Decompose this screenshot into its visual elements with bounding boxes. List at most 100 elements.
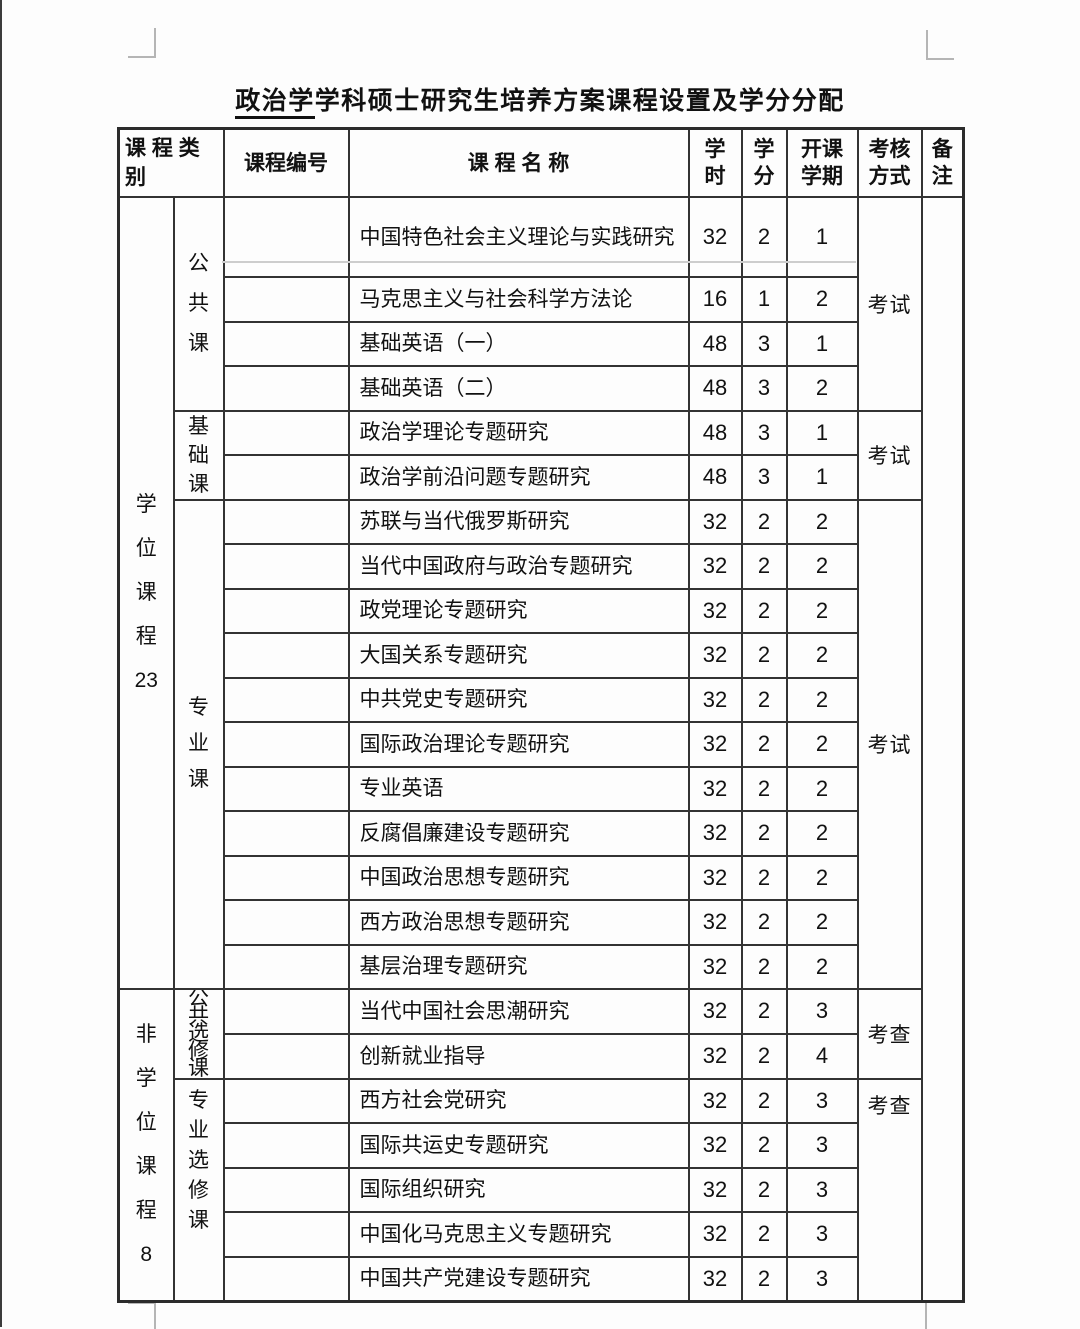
course-name-cell: 专业英语 (347, 765, 690, 812)
course-number-cell (222, 1255, 350, 1302)
vertical-text-line: 础 (188, 443, 209, 467)
course-name-cell: 中国政治思想专题研究 (347, 854, 690, 901)
table-row: 基础英语（一） 48 3 1 (119, 320, 964, 367)
header-course-number: 课程编号 (222, 127, 350, 198)
course-number-cell (222, 1211, 350, 1258)
assessment-cell: 考试 (856, 196, 923, 412)
hours-cell: 32 (687, 1211, 743, 1258)
semester-cell: 2 (785, 632, 859, 679)
semester-cell: 4 (785, 1032, 859, 1080)
hours-cell: 48 (687, 409, 743, 456)
header-remarks: 备注 (920, 127, 965, 198)
vertical-text-line: 课 (188, 331, 209, 355)
credits-cell: 2 (740, 810, 788, 857)
semester-cell: 2 (785, 943, 859, 990)
hours-cell: 32 (687, 899, 743, 946)
hours-cell: 32 (687, 721, 743, 768)
table-row: 基础课 政治学理论专题研究 48 3 1 考试 (119, 409, 964, 501)
credits-cell: 2 (740, 1211, 788, 1258)
table-row: 基础英语（二） 48 3 2 (119, 365, 964, 412)
semester-cell: 1 (785, 454, 859, 501)
credits-cell: 3 (740, 454, 788, 501)
course-table: 课 程 类 别 课程编号 课 程 名 称 学时 学分 开课学期 考核方式 备注 … (117, 127, 966, 1303)
semester-cell: 3 (785, 1211, 859, 1258)
credits-cell: 2 (740, 498, 788, 545)
vertical-text-line: 共 (188, 1004, 209, 1028)
vertical-text-line: 课 (188, 1057, 209, 1079)
table-row: 国际政治理论专题研究 32 2 2 (119, 721, 964, 768)
credits-cell: 3 (740, 320, 788, 367)
credits-cell: 2 (740, 1032, 788, 1080)
credits-cell: 2 (740, 1122, 788, 1169)
hours-cell: 32 (687, 196, 743, 278)
page-title-underlined: 政治学 (235, 86, 315, 119)
hours-cell: 48 (687, 454, 743, 501)
course-name-cell: 中国特色社会主义理论与实践研究 (347, 196, 690, 278)
course-name-cell: 中国共产党建设专题研究 (347, 1255, 690, 1302)
vertical-text-line: 修 (188, 1178, 209, 1202)
semester-cell: 3 (785, 1077, 859, 1124)
table-row: 创新就业指导 32 2 4 (119, 1032, 964, 1080)
category-cell: 非学位课程 8 (117, 988, 175, 1302)
hours-cell: 32 (687, 1032, 743, 1080)
hours-cell: 32 (687, 587, 743, 634)
assessment-cell: 考试 (856, 409, 923, 501)
vertical-text-line: 业 (188, 1118, 209, 1142)
hours-cell: 32 (687, 498, 743, 545)
vertical-text-line: 8 (140, 1242, 153, 1266)
table-row: 专业英语 32 2 2 (119, 765, 964, 812)
semester-cell: 2 (785, 899, 859, 946)
credits-cell: 2 (740, 587, 788, 634)
semester-cell: 3 (785, 1255, 859, 1302)
credits-cell: 2 (740, 854, 788, 901)
semester-cell: 2 (785, 276, 859, 323)
hours-cell: 32 (687, 1077, 743, 1124)
course-name-cell: 西方政治思想专题研究 (347, 899, 690, 946)
crop-mark-bottom-right (925, 1300, 954, 1329)
course-name-cell: 国际共运史专题研究 (347, 1122, 690, 1169)
course-number-cell (222, 454, 350, 501)
vertical-text-line: 选 (188, 1148, 209, 1172)
course-name-cell: 政党理论专题研究 (347, 587, 690, 634)
course-name-cell: 基层治理专题研究 (347, 943, 690, 990)
vertical-text-line: 课 (188, 472, 209, 496)
header-course-name: 课 程 名 称 (347, 127, 690, 198)
course-number-cell (222, 543, 350, 590)
vertical-text-line: 课 (135, 581, 157, 604)
subgroup-cell: 专业选修课 (172, 1077, 225, 1302)
table-row: 反腐倡廉建设专题研究 32 2 2 (119, 810, 964, 857)
course-name-cell: 政治学理论专题研究 (347, 409, 690, 456)
course-number-cell (222, 721, 350, 768)
course-number-cell (222, 899, 350, 946)
page-edge-line (0, 0, 2, 1327)
subgroup-cell: 基础课 (172, 409, 225, 501)
table-row: 中国政治思想专题研究 32 2 2 (119, 854, 964, 901)
credits-cell: 2 (740, 899, 788, 946)
vertical-text-line: 课 (135, 1154, 157, 1178)
course-name-cell: 国际组织研究 (347, 1166, 690, 1213)
vertical-text-line: 23 (134, 669, 158, 692)
hours-cell: 32 (687, 988, 743, 1035)
hours-cell: 32 (687, 632, 743, 679)
semester-cell: 2 (785, 676, 859, 723)
remarks-cell (920, 196, 965, 1302)
credits-cell: 2 (740, 721, 788, 768)
course-name-cell: 政治学前沿问题专题研究 (347, 454, 690, 501)
header-row: 课 程 类 别 课程编号 课 程 名 称 学时 学分 开课学期 考核方式 备注 (117, 127, 965, 198)
course-name-cell: 基础英语（一） (347, 320, 690, 367)
credits-cell: 2 (740, 1255, 788, 1302)
hours-cell: 48 (687, 320, 743, 367)
course-number-cell (222, 1122, 350, 1169)
header-semester: 开课学期 (785, 127, 859, 198)
vertical-text-line: 程 (135, 1198, 157, 1222)
hours-cell: 32 (687, 543, 743, 590)
course-number-cell (222, 365, 350, 412)
hours-cell: 32 (687, 854, 743, 901)
vertical-text-line: 公 (188, 989, 209, 1010)
hours-cell: 32 (687, 943, 743, 990)
credits-cell: 1 (740, 276, 788, 323)
course-number-cell (222, 810, 350, 857)
semester-cell: 3 (785, 1166, 859, 1213)
course-number-cell (222, 1166, 350, 1213)
table-row: 政治学前沿问题专题研究 48 3 1 (119, 454, 964, 501)
